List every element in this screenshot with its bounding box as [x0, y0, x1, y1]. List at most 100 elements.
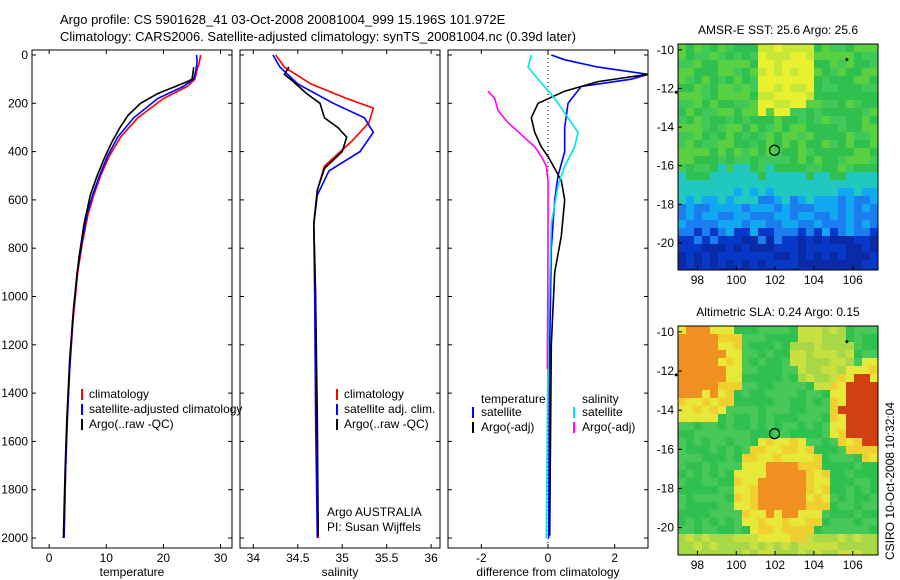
map-cell [854, 374, 862, 382]
map-cell [758, 76, 766, 84]
map-cell [702, 236, 710, 244]
map-cell [790, 406, 798, 414]
map-cell [862, 390, 870, 398]
map-cell [814, 350, 822, 358]
map-cell [678, 510, 686, 518]
map-cell [790, 132, 798, 140]
map-cell [686, 156, 694, 164]
map-cell [814, 124, 822, 132]
map-cell [726, 44, 734, 52]
map-cell [782, 52, 790, 60]
map-cell [726, 204, 734, 212]
map-cell [870, 92, 878, 100]
map-cell [814, 100, 822, 108]
map-cell [734, 204, 742, 212]
map-cell [838, 156, 846, 164]
map-cell [862, 204, 870, 212]
map-cell [854, 390, 862, 398]
credit-label: CSIRO 10-Oct-2008 10:32:04 [883, 401, 897, 560]
map-cell [822, 478, 830, 486]
map-cell [710, 422, 718, 430]
map-cell [814, 140, 822, 148]
map-cell [782, 100, 790, 108]
map-cell [686, 228, 694, 236]
map-cell [742, 212, 750, 220]
map-cell [766, 60, 774, 68]
map-cell [758, 60, 766, 68]
map-cell [814, 260, 822, 268]
map-cell [766, 542, 774, 550]
map-cell [822, 534, 830, 542]
map-cell [702, 494, 710, 502]
map-cell [870, 212, 878, 220]
map-cell [710, 132, 718, 140]
map-cell [686, 398, 694, 406]
map-cell [862, 244, 870, 252]
map-cell [750, 334, 758, 342]
map-cell [710, 374, 718, 382]
map-cell [854, 526, 862, 534]
map-cell [710, 228, 718, 236]
map-cell [782, 518, 790, 526]
map-cell [846, 220, 854, 228]
map-cell [702, 44, 710, 52]
map-cell [718, 52, 726, 60]
map-cell [734, 116, 742, 124]
legend-label: satellite [582, 405, 623, 419]
map-cell [822, 526, 830, 534]
map-cell [694, 220, 702, 228]
map-cell [750, 454, 758, 462]
map-cell [702, 526, 710, 534]
map-cell [838, 350, 846, 358]
map-cell [870, 334, 878, 342]
map-cell [702, 148, 710, 156]
map-cell [862, 188, 870, 196]
map-cell [750, 220, 758, 228]
map-cell [686, 108, 694, 116]
map-cell [870, 76, 878, 84]
map-cell [710, 494, 718, 502]
map-cell [710, 212, 718, 220]
map-cell [758, 438, 766, 446]
map-cell [806, 68, 814, 76]
map-cell [830, 526, 838, 534]
map-cell [822, 334, 830, 342]
map-cell [782, 236, 790, 244]
map-cell [798, 148, 806, 156]
map-cell [774, 212, 782, 220]
map-cell [854, 100, 862, 108]
map-cell [710, 244, 718, 252]
x-tick-label: -2 [476, 551, 487, 565]
map-cell [750, 84, 758, 92]
map-cell [798, 534, 806, 542]
map-cell [718, 148, 726, 156]
map-cell [806, 342, 814, 350]
map-cell [734, 148, 742, 156]
map-cell [798, 132, 806, 140]
map-cell [758, 132, 766, 140]
map-cell [726, 494, 734, 502]
x-tick-label: 100 [726, 273, 746, 287]
map-cell [870, 220, 878, 228]
map-cell [726, 228, 734, 236]
map-cell [766, 326, 774, 334]
map-cell [734, 462, 742, 470]
map-cell [854, 212, 862, 220]
map-cell [830, 172, 838, 180]
map-cell [678, 132, 686, 140]
map-cell [726, 244, 734, 252]
map-cell [750, 180, 758, 188]
map-cell [726, 486, 734, 494]
x-axis-label: temperature [100, 565, 165, 579]
map-cell [798, 52, 806, 60]
map-cell [830, 494, 838, 502]
x-tick-label: 34.5 [286, 551, 310, 565]
map-cell [782, 260, 790, 268]
map-cell [718, 116, 726, 124]
map-cell [830, 236, 838, 244]
map-cell [678, 542, 686, 550]
map-cell [782, 204, 790, 212]
map-cell [838, 422, 846, 430]
map-cell [806, 430, 814, 438]
map-cell [838, 414, 846, 422]
